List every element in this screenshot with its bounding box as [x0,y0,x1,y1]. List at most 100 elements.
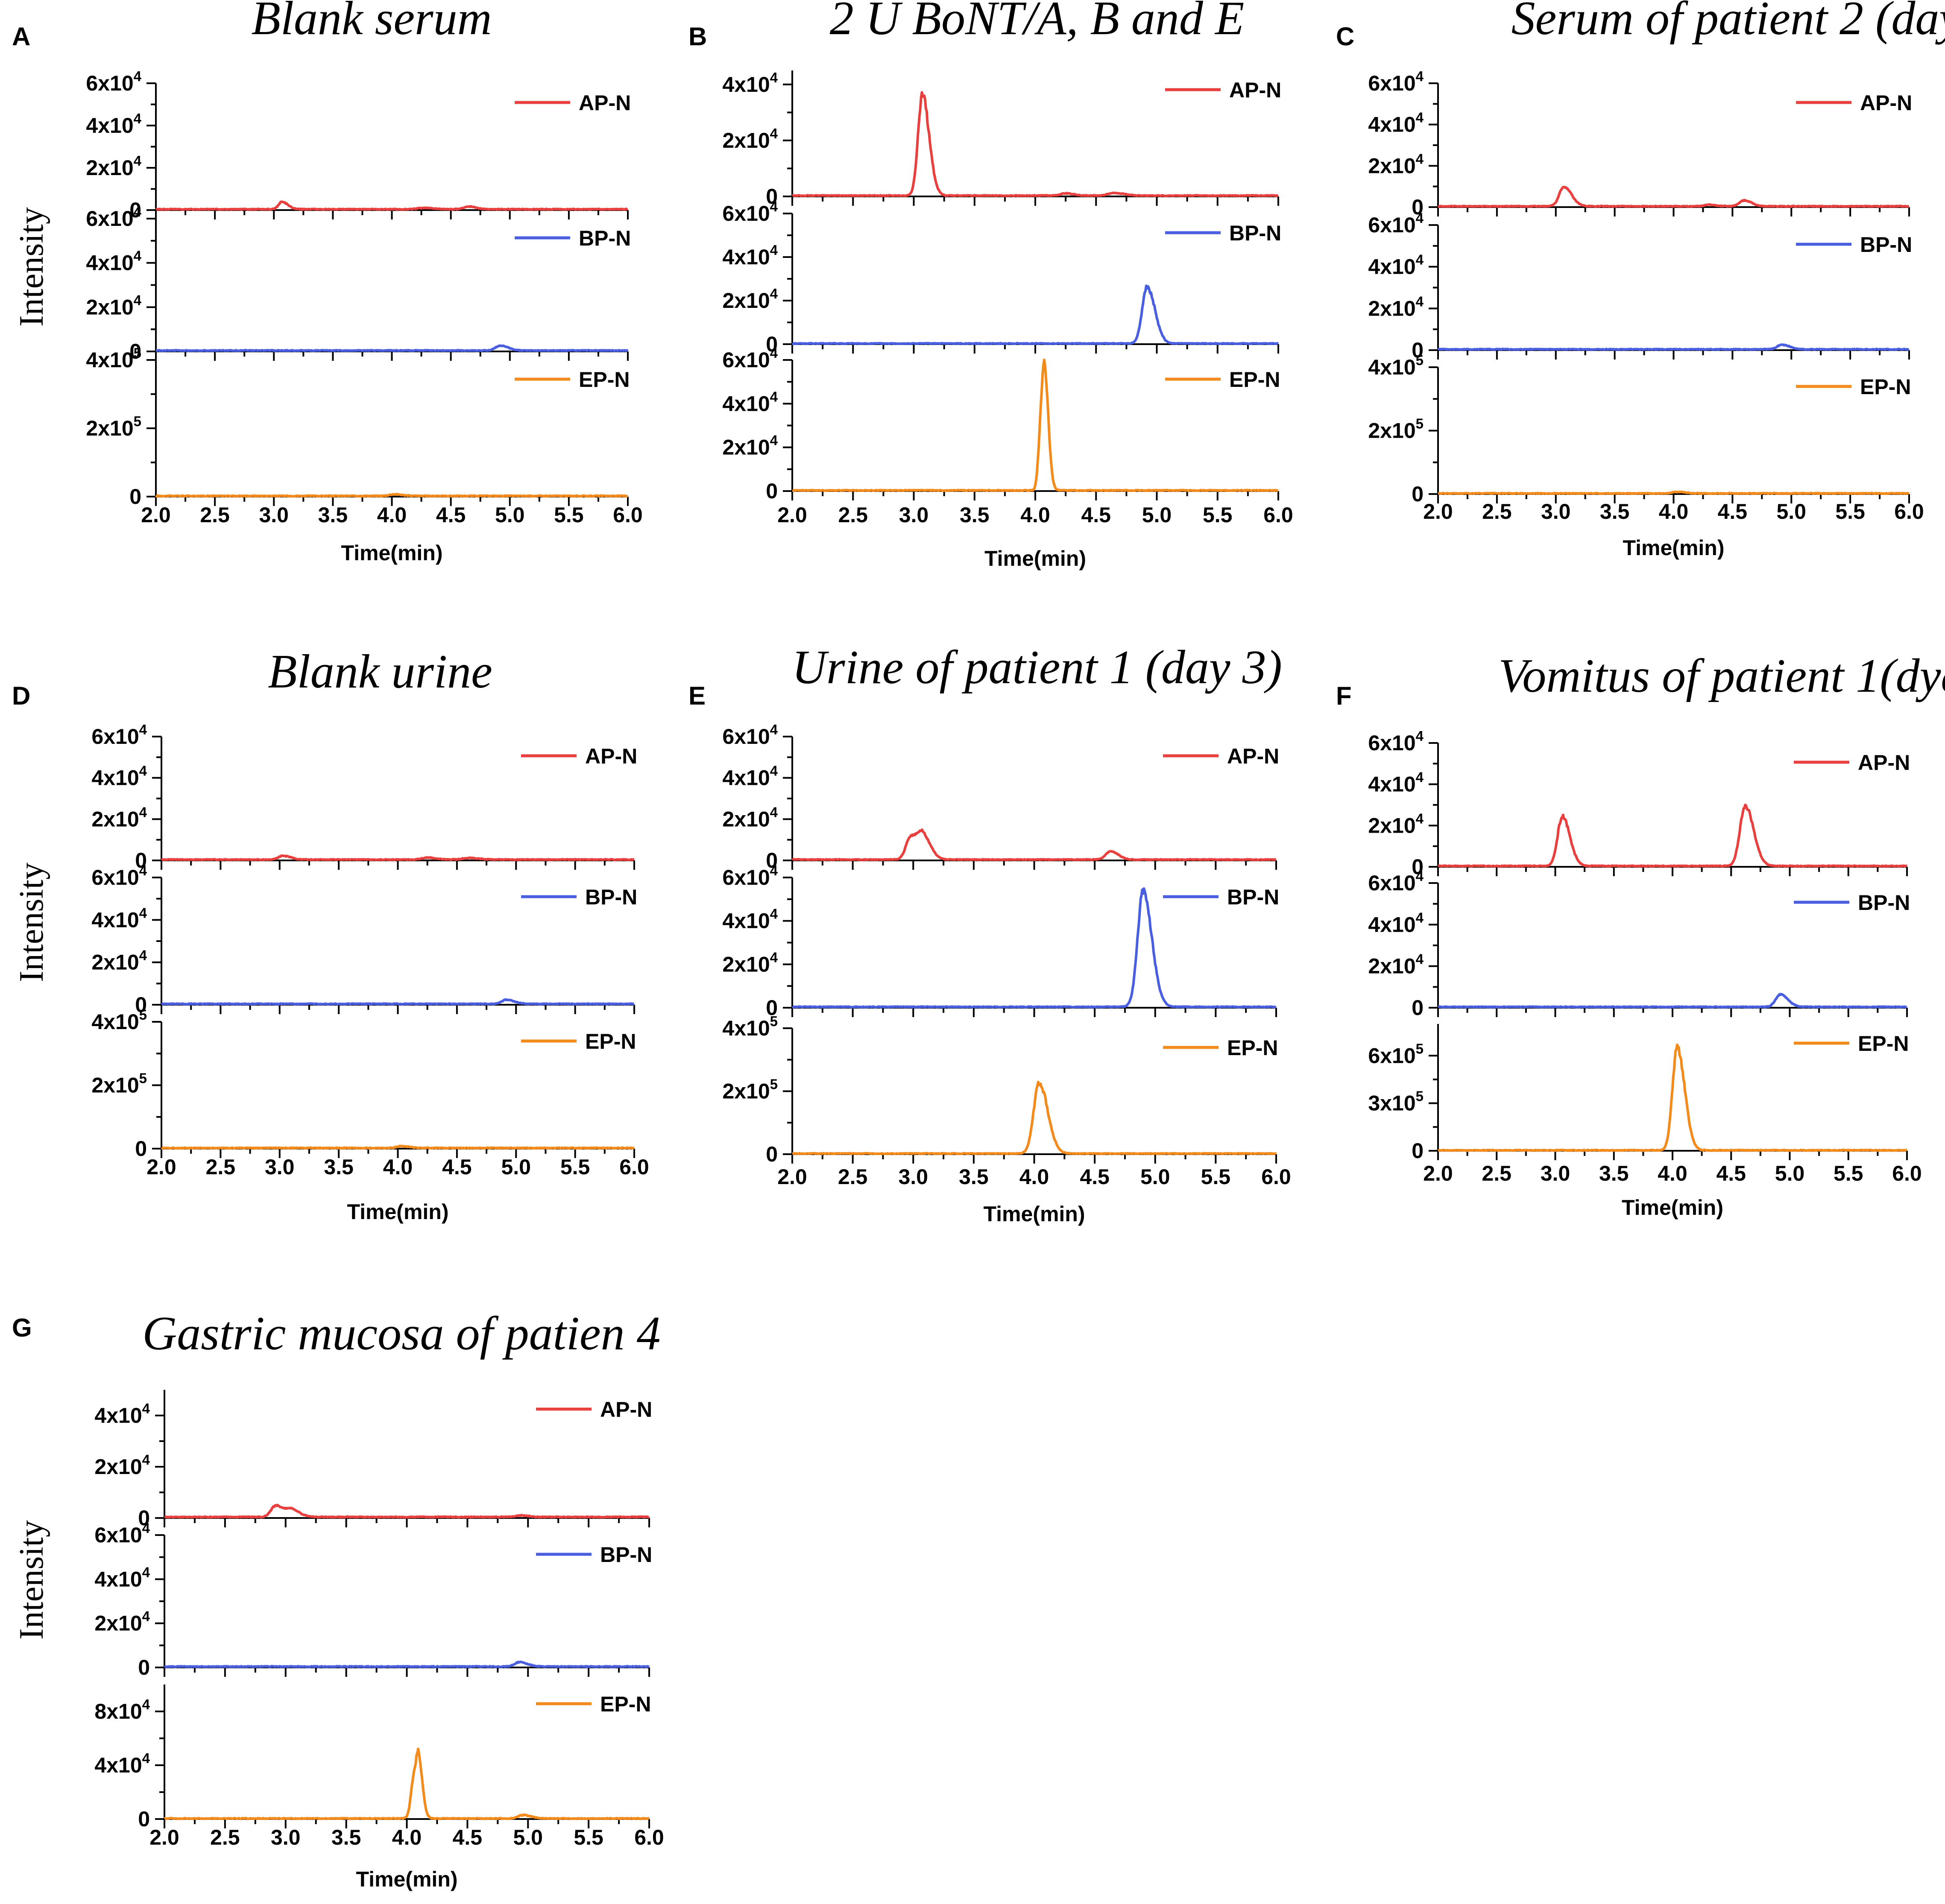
x-tick-label: 2.0 [141,503,171,527]
x-tick-label: 4.5 [1718,500,1748,524]
y-tick-exponent: 4 [142,1452,150,1468]
x-tick-label: 6.0 [613,503,643,527]
y-tick-mantissa: 4x10 [1368,772,1415,796]
y-tick-exponent: 4 [770,763,778,779]
x-tick-label: 5.0 [1776,500,1806,524]
legend-label: BP-N [1229,221,1281,245]
y-tick-mantissa: 8x10 [94,1699,142,1723]
y-tick-exponent: 4 [770,286,778,301]
y-tick-exponent: 4 [770,345,778,361]
y-tick-mantissa: 6x10 [722,348,770,372]
y-tick-mantissa: 0 [138,1506,150,1530]
y-tick-exponent: 5 [139,1070,147,1086]
x-tick-label: 5.0 [495,503,525,527]
chart-title: Blank serum [251,0,492,45]
series-line-bp-n [155,344,629,352]
y-tick-mantissa: 0 [135,1137,147,1161]
legend-label: AP-N [585,744,637,768]
y-tick-mantissa: 4x10 [722,73,770,97]
y-tick-mantissa: 2x10 [91,1073,139,1097]
y-tick-mantissa: 6x10 [91,866,139,889]
y-tick-mantissa: 4x10 [722,392,770,415]
y-tick-mantissa: 2x10 [722,289,770,313]
y-tick-label: 2x104 [722,433,778,459]
y-tick-exponent: 4 [134,248,142,264]
x-tick-label: 4.0 [1658,1161,1687,1185]
y-tick-label: 2x104 [86,153,141,180]
y-tick-exponent: 5 [139,1007,147,1023]
y-tick-label: 2x104 [722,126,778,152]
x-tick-label: 6.0 [1894,500,1924,524]
x-tick-label: 3.0 [271,1825,301,1849]
y-tick-mantissa: 0 [766,848,778,872]
y-tick-label: 6x104 [722,863,778,889]
y-tick-label: 2x104 [94,1609,150,1635]
y-tick-mantissa: 0 [766,996,778,1020]
y-tick-exponent: 4 [1416,810,1424,826]
y-tick-exponent: 4 [139,948,147,963]
x-tick-label: 4.5 [1080,1165,1110,1189]
y-tick-mantissa: 4x10 [91,766,139,790]
y-tick-mantissa: 6x10 [94,1523,142,1547]
y-tick-mantissa: 2x10 [722,436,770,459]
x-tick-label: 2.5 [206,1155,236,1179]
y-tick-mantissa: 4x10 [1368,913,1415,936]
y-tick-label: 6x104 [94,1520,150,1547]
series-line-bp-n [791,284,1279,345]
x-tick-label: 5.5 [1835,500,1865,524]
x-tick-label: 3.5 [959,1165,989,1189]
y-tick-label: 6x105 [1368,1041,1424,1068]
y-tick-mantissa: 6x10 [722,725,770,749]
x-tick-label: 2.5 [838,503,868,527]
legend-label: BP-N [585,885,637,909]
x-tick-label: 6.0 [634,1825,664,1849]
x-tick-label: 2.0 [1423,500,1453,524]
y-tick-exponent: 4 [1416,868,1424,884]
y-tick-label: 6x104 [86,68,141,95]
y-tick-mantissa: 0 [1412,1139,1424,1163]
x-tick-label: 3.0 [899,503,929,527]
y-tick-exponent: 4 [142,1520,150,1536]
y-tick-label: 0 [129,485,141,509]
y-tick-exponent: 4 [770,906,778,922]
y-tick-mantissa: 6x10 [91,725,139,749]
y-tick-label: 2x104 [94,1452,150,1479]
y-tick-label: 0 [138,1655,150,1679]
y-tick-mantissa: 2x10 [91,951,139,974]
x-axis-title: Time(min) [984,547,1086,570]
x-tick-label: 3.5 [324,1155,354,1179]
y-tick-label: 2x104 [1368,810,1424,837]
y-tick-label: 0 [1412,482,1424,506]
chart-title: Vomitus of patient 1(dya 1) [1498,649,1945,702]
y-tick-mantissa: 2x10 [1368,154,1415,178]
series-line-ep-n [1437,1043,1908,1152]
y-tick-label: 0 [766,848,778,872]
series-line-ep-n [164,1747,650,1820]
series-line-bp-n [164,1660,650,1668]
y-tick-mantissa: 4x10 [91,1010,139,1034]
x-axis-title: Time(min) [1622,1196,1723,1220]
y-tick-mantissa: 4x10 [722,1016,770,1040]
y-tick-exponent: 4 [134,153,142,169]
y-tick-mantissa: 6x10 [722,202,770,225]
y-tick-exponent: 4 [770,804,778,820]
y-tick-mantissa: 0 [129,339,141,363]
y-tick-mantissa: 2x10 [1368,419,1415,443]
legend-label: AP-N [600,1398,652,1421]
legend-label: EP-N [1229,368,1280,392]
y-tick-exponent: 5 [770,1076,778,1092]
y-tick-exponent: 4 [134,292,142,308]
y-tick-exponent: 4 [1416,151,1424,167]
y-tick-exponent: 4 [134,204,142,219]
x-tick-label: 5.5 [1201,1165,1231,1189]
y-tick-mantissa: 4x10 [86,114,133,137]
y-tick-label: 2x104 [1368,151,1424,178]
y-tick-mantissa: 0 [1412,996,1424,1020]
x-tick-label: 4.5 [1716,1161,1746,1185]
x-tick-label: 2.0 [146,1155,176,1179]
x-tick-label: 6.0 [1263,503,1293,527]
